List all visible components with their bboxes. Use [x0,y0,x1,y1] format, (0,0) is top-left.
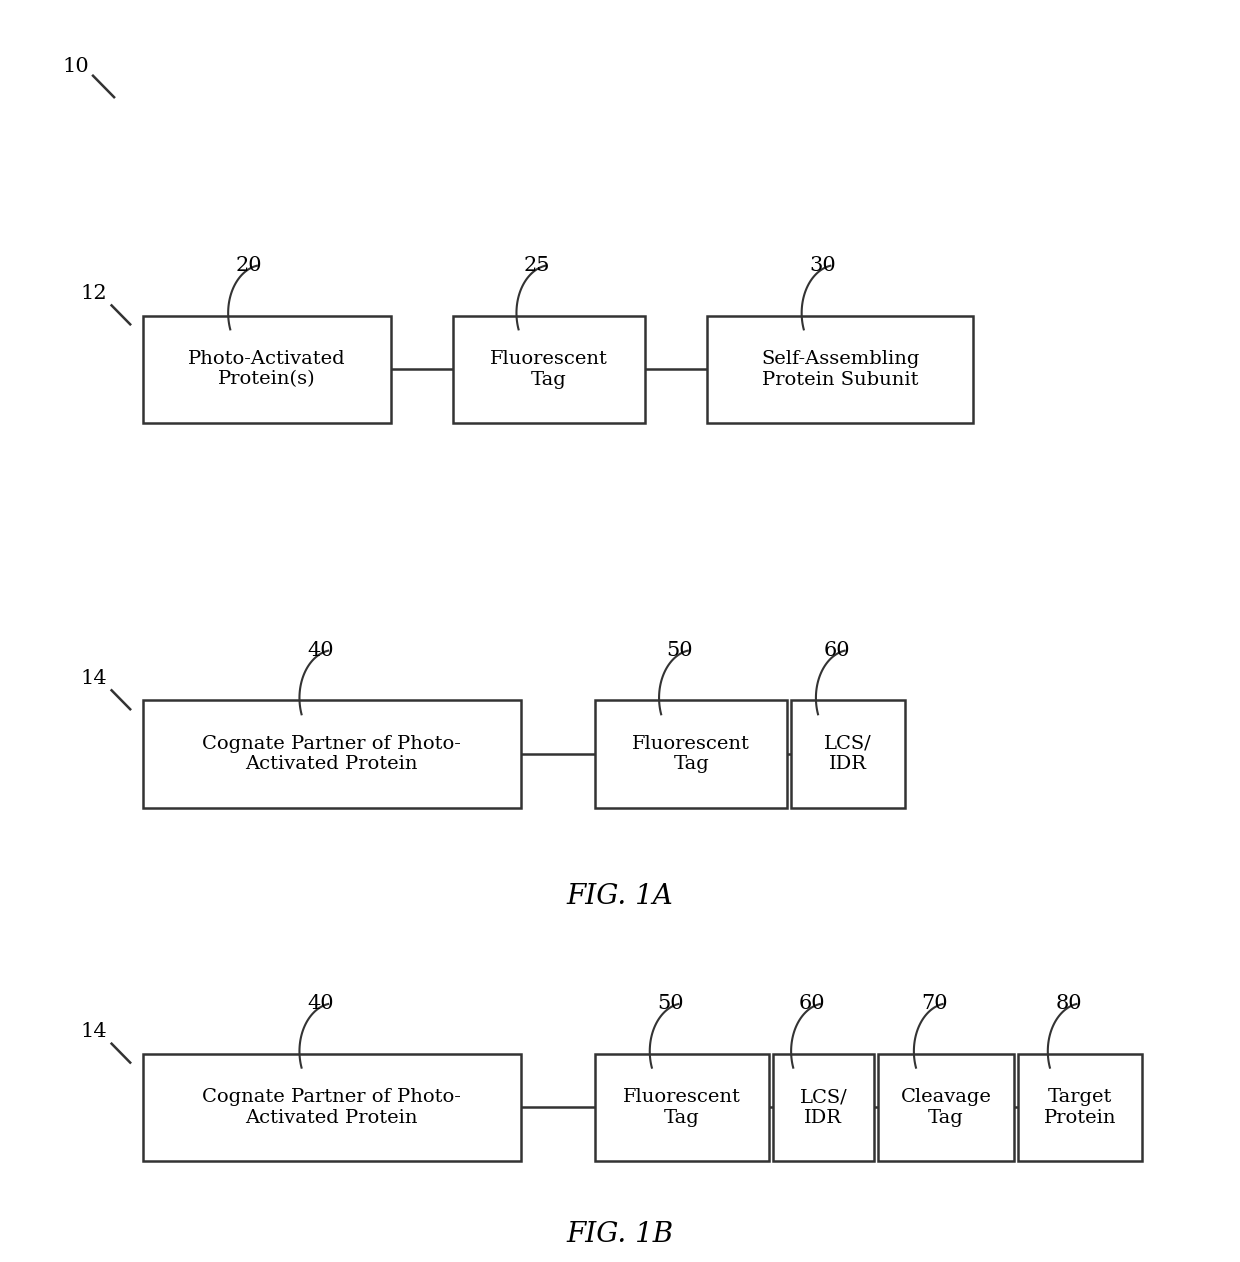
Text: Self-Assembling
Protein Subunit: Self-Assembling Protein Subunit [761,350,919,389]
Text: FIG. 1A: FIG. 1A [567,882,673,910]
Text: 40: 40 [308,994,334,1013]
Text: Cognate Partner of Photo-
Activated Protein: Cognate Partner of Photo- Activated Prot… [202,734,461,774]
Text: 25: 25 [523,256,551,275]
Text: 14: 14 [81,669,107,688]
Bar [453,316,645,423]
Text: 80: 80 [1055,994,1081,1013]
Text: 50: 50 [657,994,683,1013]
Text: Fluorescent
Tag: Fluorescent Tag [490,350,608,389]
Bar [707,316,973,423]
Text: Cognate Partner of Photo-
Activated Protein: Cognate Partner of Photo- Activated Prot… [202,1088,461,1127]
Bar [595,700,787,808]
Bar [143,1054,521,1161]
Text: Target
Protein: Target Protein [1044,1088,1116,1127]
Text: Fluorescent
Tag: Fluorescent Tag [622,1088,742,1127]
Text: LCS/
IDR: LCS/ IDR [800,1088,847,1127]
Text: Cleavage
Tag: Cleavage Tag [900,1088,992,1127]
Text: FIG. 1B: FIG. 1B [567,1220,673,1248]
Text: 12: 12 [81,284,107,303]
Text: Photo-Activated
Protein(s): Photo-Activated Protein(s) [187,350,346,389]
Text: 40: 40 [308,641,334,660]
Text: 20: 20 [236,256,262,275]
Bar [143,700,521,808]
Text: 30: 30 [808,256,836,275]
Text: 14: 14 [81,1022,107,1041]
Bar [595,1054,769,1161]
Text: Fluorescent
Tag: Fluorescent Tag [632,734,750,774]
Text: 70: 70 [921,994,947,1013]
Text: 10: 10 [62,57,89,76]
Text: 50: 50 [667,641,693,660]
Bar [791,700,905,808]
Text: LCS/
IDR: LCS/ IDR [825,734,872,774]
Bar [773,1054,874,1161]
Bar [878,1054,1014,1161]
Bar [143,316,391,423]
Text: 60: 60 [823,641,849,660]
Bar [1018,1054,1142,1161]
Text: 60: 60 [799,994,825,1013]
